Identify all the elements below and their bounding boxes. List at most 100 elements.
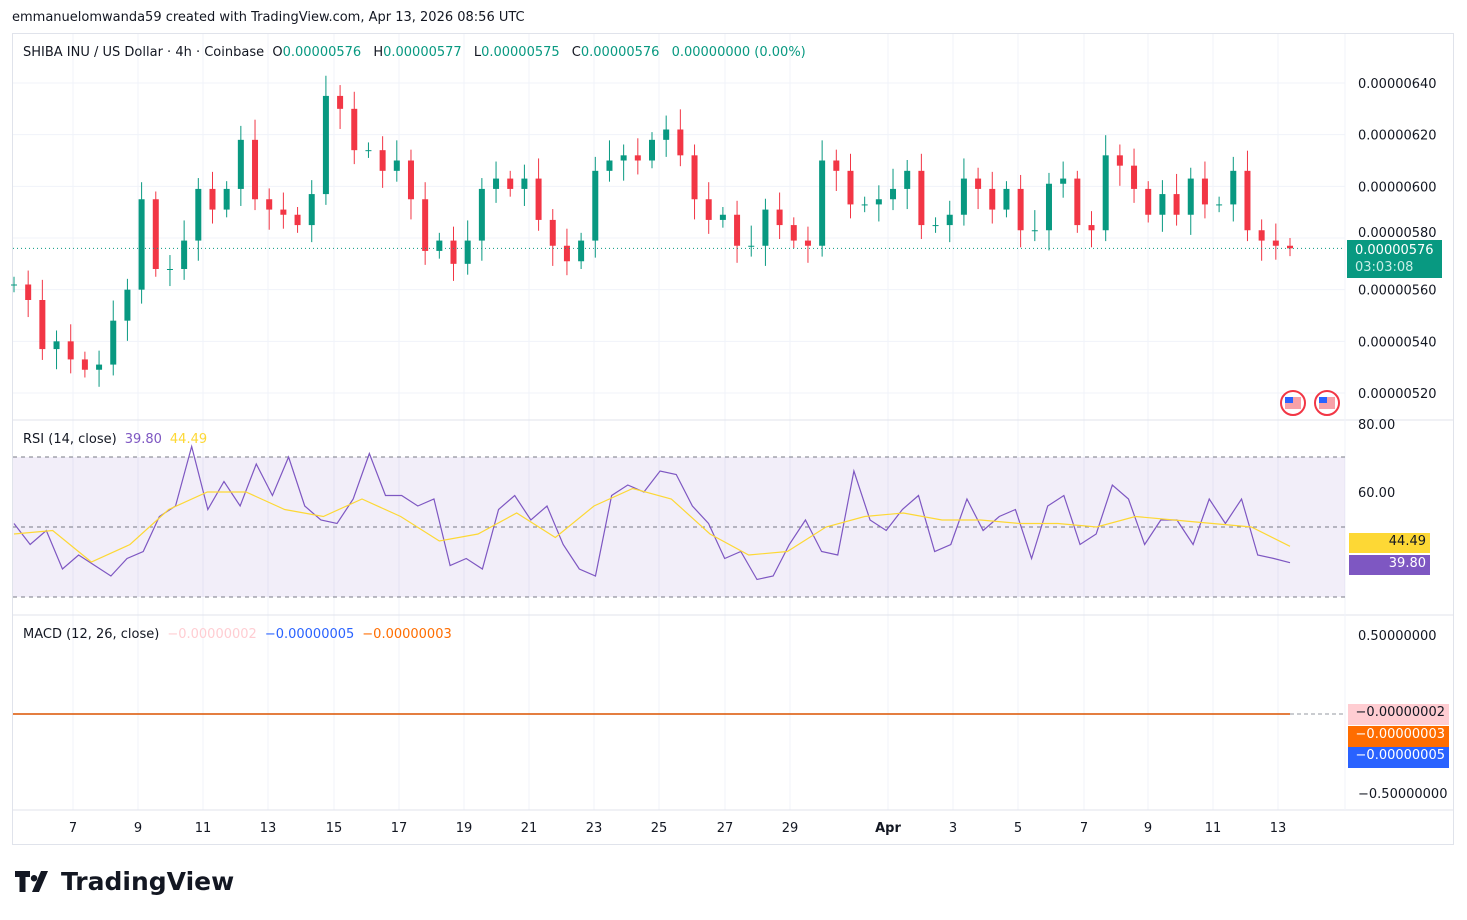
candle-down [450,240,457,264]
candle-up [649,139,655,161]
time-tick-label: 3 [949,821,957,836]
macd-tick-label: 0.50000000 [1358,629,1437,644]
candle-down [1173,194,1180,215]
macd-signal-value: −0.00000003 [362,627,452,642]
candle-up [946,214,953,226]
macd-hist-tag: −0.00000002 [1348,704,1449,725]
high-value: 0.00000577 [383,45,462,60]
price-tick-label: 0.00000540 [1358,335,1437,350]
candle-down [39,300,46,350]
candle-down [337,95,344,109]
candle-down [677,129,684,156]
candle-up [748,245,755,247]
candle-down [25,284,32,300]
candle-down [833,160,840,171]
macd-legend: MACD (12, 26, close) −0.00000002 −0.000000… [23,627,460,642]
candle-down [1244,170,1251,231]
flag-canton [1285,397,1293,403]
candle-up [663,129,670,140]
flag-canton [1319,397,1327,403]
candle-down [918,170,925,226]
candle-up [124,289,131,321]
time-tick-label: 7 [69,821,77,836]
price-tick-label: 0.00000520 [1358,387,1437,402]
time-tick-label: 25 [651,821,668,836]
candle-down [549,219,556,246]
candle-down [379,150,386,171]
candle-up [1216,204,1223,206]
candle-down [535,178,542,220]
time-tick-label: 13 [260,821,277,836]
time-tick-label: 21 [521,821,538,836]
candle-up [1045,183,1052,231]
time-tick-label: 29 [782,821,799,836]
time-tick-label: 5 [1014,821,1022,836]
candle-down [1272,240,1279,246]
time-tick-label: 9 [134,821,142,836]
candle-down [152,199,159,269]
candle-up [166,269,173,270]
candle-up [592,170,599,241]
candle-up [521,178,528,189]
candle-down [294,214,301,226]
candle-up [960,178,967,215]
candle-down [804,240,811,246]
candle-up [1187,178,1194,215]
candle-up [578,240,585,262]
rsi-line [13,444,1291,581]
candle-down [351,108,358,151]
chart-frame[interactable] [12,33,1454,845]
candle-up [1060,178,1067,184]
time-tick-label: 19 [456,821,473,836]
rsi-ma-value: 44.49 [169,432,208,447]
candle-down [563,245,570,262]
candle-down [67,341,74,360]
candle-up [53,341,60,350]
candle-down [1258,230,1265,241]
tradingview-logo[interactable]: TradingView [15,867,234,896]
candle-down [734,214,741,246]
price-tick-label: 0.00000560 [1358,284,1437,299]
candle-up [436,240,443,251]
time-tick-label: 23 [586,821,603,836]
logo-text: TradingView [61,867,235,896]
candle-up [11,284,17,286]
candle-up [620,155,627,161]
candle-down [776,209,783,226]
low-label: L [473,45,482,60]
macd-hist-value: −0.00000002 [167,627,257,642]
candle-up [365,150,372,152]
candle-up [322,95,329,195]
time-tick-label: 17 [391,821,408,836]
candle-up [110,320,117,365]
candle-down [634,155,641,161]
low-value: 0.00000575 [481,45,560,60]
macd-tag: −0.00000005 [1348,747,1449,768]
candle-up [181,240,188,269]
candle-down [280,209,287,215]
price-tick-label: 0.00000580 [1358,226,1437,241]
candle-down [1145,188,1152,215]
candle-up [195,188,202,241]
change-value: 0.00000000 (0.00%) [671,45,806,60]
rsi-value: 39.80 [124,432,162,447]
price-tick-label: 0.00000600 [1358,180,1437,195]
rsi-tick-label: 80.00 [1358,418,1395,433]
chart-credit: emmanuelomwanda59 created with TradingVi… [12,10,525,25]
rsi-legend: RSI (14, close) 39.80 44.49 [23,432,215,447]
candle-down [975,178,982,189]
candle-up [890,188,897,200]
time-tick-label: 13 [1270,821,1287,836]
candle-up [819,160,826,246]
rsi-ma-line [13,487,1291,563]
candle-up [493,178,500,189]
time-tick-label: 11 [1205,821,1222,836]
time-tick-label: Apr [875,821,901,836]
time-tick-label: 27 [717,821,734,836]
open-value: 0.00000576 [282,45,362,60]
candle-up [308,194,315,226]
candle-down [1116,155,1123,166]
time-tick-label: 11 [195,821,212,836]
bar-countdown: 03:03:08 [1355,260,1414,275]
